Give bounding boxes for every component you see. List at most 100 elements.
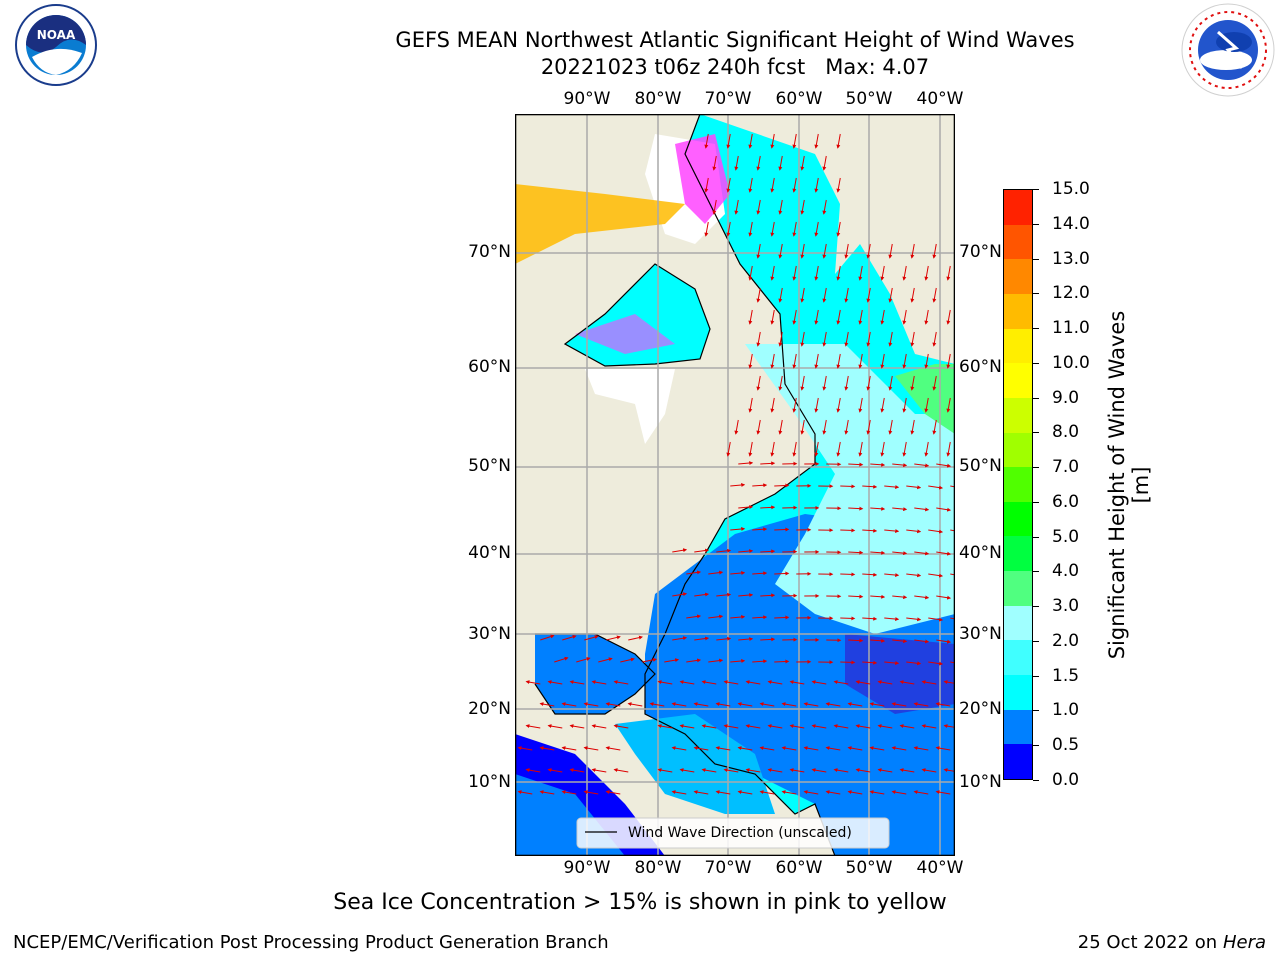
wave-arrow bbox=[738, 461, 754, 466]
wave-arrow bbox=[774, 483, 790, 488]
wave-arrow bbox=[946, 265, 951, 281]
wave-arrow bbox=[770, 265, 775, 281]
wave-arrow bbox=[825, 790, 841, 795]
wave-arrow bbox=[902, 441, 907, 457]
sea-ice-note: Sea Ice Concentration > 15% is shown in … bbox=[333, 890, 947, 915]
wave-arrow bbox=[770, 397, 775, 413]
wave-arrow bbox=[789, 768, 805, 773]
colorbar-tick-label: 14.0 bbox=[1052, 213, 1090, 234]
wave-arrow bbox=[814, 265, 819, 281]
lat-label-left: 40°N bbox=[468, 543, 511, 563]
wave-arrow bbox=[613, 768, 629, 773]
wave-arrow bbox=[792, 441, 797, 457]
open-ocean-deep-blue bbox=[845, 634, 955, 714]
wave-arrow bbox=[649, 702, 665, 707]
wave-arrow bbox=[899, 768, 915, 773]
wave-arrow bbox=[950, 617, 955, 620]
wave-arrow bbox=[726, 441, 731, 457]
wave-arrow bbox=[914, 595, 930, 600]
wave-arrow bbox=[858, 353, 863, 369]
lat-label-right: 20°N bbox=[959, 699, 1002, 719]
wave-arrow bbox=[591, 768, 607, 773]
wave-arrow bbox=[547, 724, 563, 729]
wave-arrow bbox=[902, 397, 907, 413]
wave-arrow bbox=[767, 768, 783, 773]
wave-arrow bbox=[792, 221, 797, 237]
wave-arrow bbox=[869, 790, 885, 795]
wave-arrow bbox=[671, 790, 687, 795]
wave-arrow bbox=[561, 746, 577, 751]
wave-direction-arrows bbox=[517, 133, 955, 795]
wave-arrow bbox=[774, 527, 790, 532]
wave-arrow bbox=[561, 790, 577, 795]
colorbar-segment bbox=[1004, 432, 1032, 468]
colorbar-tick-mark bbox=[1033, 223, 1039, 225]
map-subtitle: 20221023 t06z 240h fcst Max: 4.07 bbox=[540, 55, 930, 79]
wave-arrow bbox=[774, 615, 790, 620]
wave-arrow bbox=[877, 768, 893, 773]
wave-arrow bbox=[950, 661, 955, 664]
wave-arrow bbox=[539, 702, 555, 707]
wave-arrow bbox=[694, 636, 710, 641]
run-date-text: 25 Oct 2022 on bbox=[1077, 932, 1218, 953]
wave-arrow bbox=[756, 155, 761, 171]
wave-arrow bbox=[525, 680, 541, 685]
wave-arrow bbox=[672, 548, 688, 553]
wave-arrow bbox=[778, 331, 783, 347]
nws-logo bbox=[1181, 3, 1275, 97]
wave-arrow bbox=[770, 133, 775, 149]
wave-arrow bbox=[752, 659, 768, 664]
lat-label-left: 30°N bbox=[468, 624, 511, 644]
wave-arrow bbox=[884, 485, 900, 490]
wave-arrow bbox=[715, 790, 731, 795]
run-machine: Hera bbox=[1222, 932, 1266, 953]
wave-arrow bbox=[792, 265, 797, 281]
wave-arrow bbox=[760, 461, 776, 466]
wave-arrow bbox=[943, 680, 955, 685]
map-legend: Wind Wave Direction (unscaled) bbox=[576, 817, 890, 849]
wave-arrow bbox=[569, 768, 585, 773]
wave-arrow bbox=[778, 419, 783, 435]
colorbar-segment bbox=[1004, 605, 1032, 641]
lon-label-bottom: 40°W bbox=[916, 858, 964, 878]
hudson-bay-white bbox=[585, 369, 675, 444]
wave-arrow bbox=[935, 746, 951, 751]
wave-arrow bbox=[547, 680, 563, 685]
wave-arrow bbox=[800, 287, 805, 303]
wave-arrow bbox=[730, 526, 746, 531]
wave-arrow bbox=[914, 463, 930, 468]
wave-arrow bbox=[928, 617, 944, 622]
wave-arrow bbox=[888, 243, 893, 259]
wave-arrow bbox=[756, 419, 761, 435]
wave-arrow bbox=[748, 177, 753, 193]
wave-arrow bbox=[869, 702, 885, 707]
wave-arrow bbox=[803, 790, 819, 795]
wave-arrow bbox=[862, 528, 878, 533]
colorbar-segment bbox=[1004, 675, 1032, 710]
wave-arrow bbox=[792, 397, 797, 413]
wave-arrow bbox=[738, 549, 754, 554]
wave-arrow bbox=[924, 309, 929, 325]
wave-arrow bbox=[870, 550, 886, 555]
wave-arrow bbox=[921, 724, 937, 729]
colorbar-segment bbox=[1004, 467, 1032, 502]
wave-arrow bbox=[822, 331, 827, 347]
lat-label-left: 10°N bbox=[468, 772, 511, 792]
wave-arrow bbox=[836, 353, 841, 369]
wave-arrow bbox=[760, 593, 776, 598]
wave-arrow bbox=[606, 635, 621, 641]
wave-arrow bbox=[906, 573, 922, 578]
wave-arrow bbox=[921, 768, 937, 773]
wave-arrow bbox=[840, 616, 856, 621]
wave-arrow bbox=[686, 658, 702, 663]
wave-arrow bbox=[902, 353, 907, 369]
colorbar-segment bbox=[1004, 501, 1032, 537]
wave-arrow bbox=[701, 768, 717, 773]
colorbar-tick-label: 0.0 bbox=[1052, 770, 1080, 790]
colorbar-tick-mark bbox=[1033, 536, 1039, 538]
wave-arrow bbox=[748, 353, 753, 369]
colorbar-tick-label: 11.0 bbox=[1052, 318, 1090, 339]
wave-arrow bbox=[924, 353, 929, 369]
wave-arrow bbox=[679, 680, 695, 685]
wave-arrow bbox=[814, 309, 819, 325]
